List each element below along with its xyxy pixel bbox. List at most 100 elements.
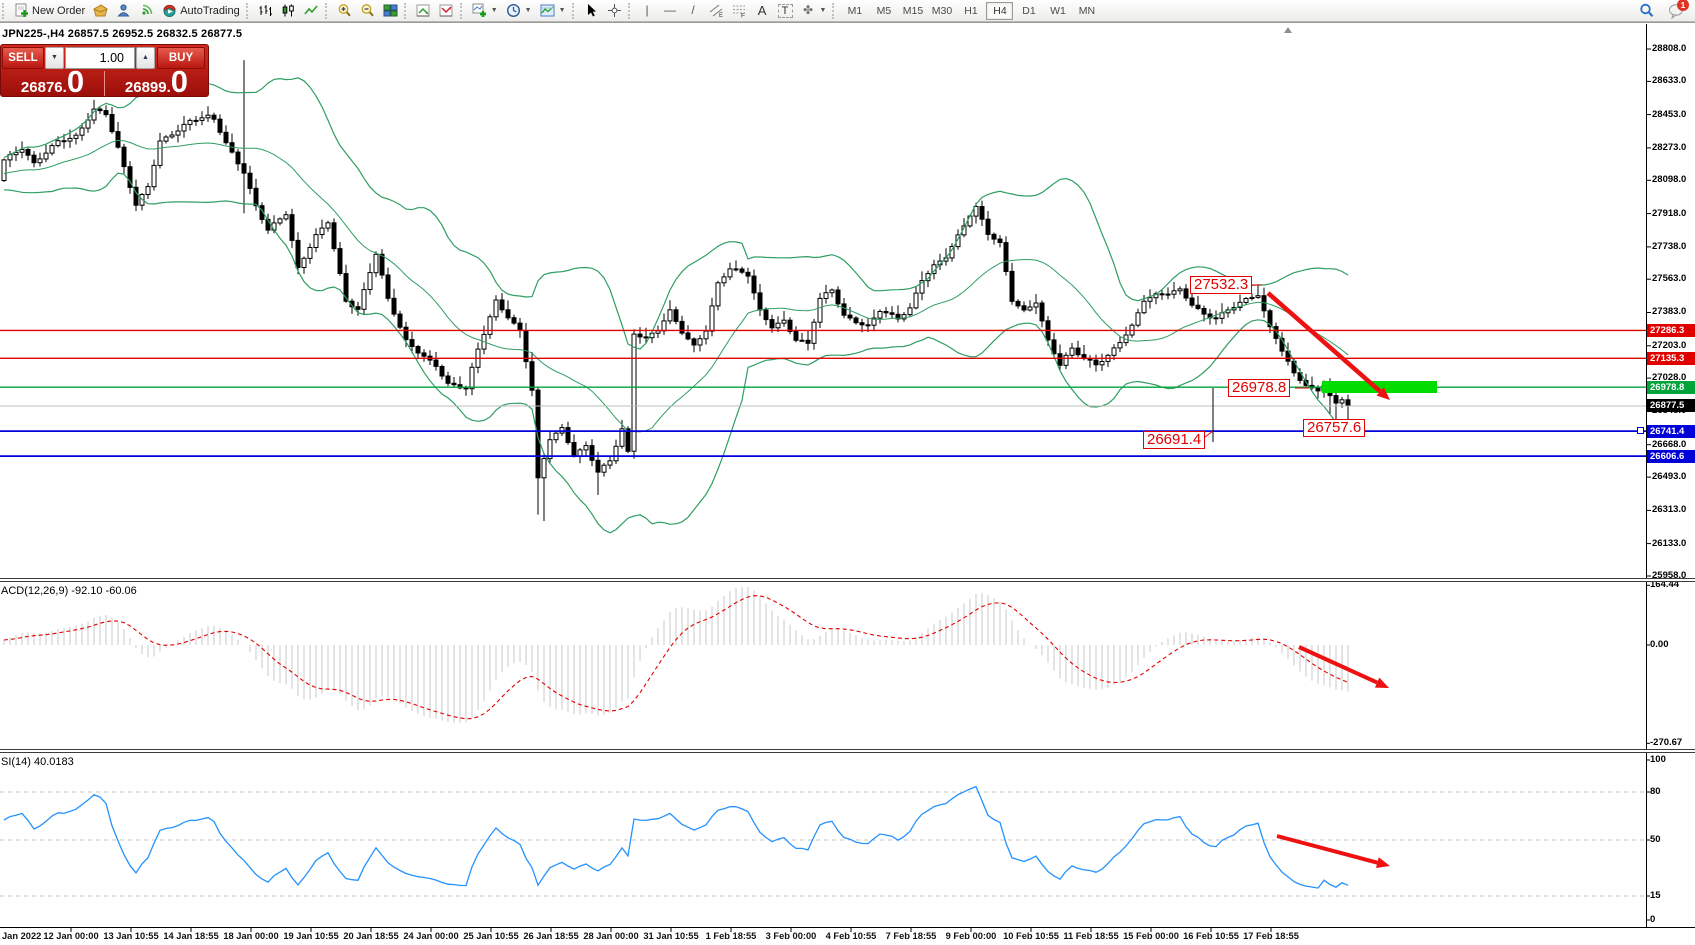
volume-input[interactable] [65,46,135,69]
buy-button[interactable]: BUY [157,46,205,69]
price-axis-label: 26313.0 [1652,504,1687,515]
objects-button[interactable] [435,1,458,21]
fibonacci-button[interactable]: F [728,1,751,21]
buy-price[interactable]: 26899. 0 [105,64,208,97]
dropdown-caret: ▼ [490,7,498,14]
time-axis-label: 3 Feb 00:00 [765,931,817,941]
candlestick-chart-button[interactable] [277,1,300,21]
periods-button[interactable]: ▼ [502,1,536,21]
chart-top-border [0,22,1695,23]
template-icon [540,3,555,18]
zoom-out-button[interactable] [356,1,379,21]
price-axis-label: 27918.0 [1652,208,1687,219]
hline-drag-handle[interactable] [1637,427,1644,434]
new-order-button[interactable]: New Order [10,1,89,21]
svg-text:E: E [719,13,723,18]
time-axis-label: 15 Feb 00:00 [1123,931,1179,941]
time-axis-label: 28 Jan 00:00 [583,931,639,941]
indicators-button[interactable] [412,1,435,21]
arrows-tool-button[interactable]: ✤ ▼ [797,1,831,21]
price-axis-label: 28453.0 [1652,109,1687,120]
price-callout[interactable]: 26691.4 [1143,431,1206,449]
timeframe-toolbar: M1 M5 M15 M30 H1 H4 D1 W1 MN [840,1,1101,20]
cursor-icon [584,3,599,18]
cursor-button[interactable] [580,1,603,21]
toolbar-grip [403,2,409,19]
macd-indicator-label: ACD(12,26,9) -92.10 -60.06 [1,585,137,597]
notification-badge: 1 [1677,0,1689,11]
autotrading-button[interactable]: AutoTrading [158,1,244,21]
tf-button-H4[interactable]: H4 [986,1,1014,20]
zoom-in-button[interactable] [333,1,356,21]
horizontal-line-button[interactable]: — [659,1,682,21]
panel-separator[interactable] [0,578,1695,582]
time-axis-label: 4 Feb 10:55 [825,931,877,941]
equidistant-channel-button[interactable]: E [705,1,728,21]
time-axis-label: 13 Jan 10:55 [103,931,159,941]
mql-mail-button[interactable] [89,1,112,21]
tf-button-W1[interactable]: W1 [1050,4,1066,17]
volume-increase-button[interactable]: ▲ [136,46,155,69]
toolbar-grip [627,2,633,19]
price-callout[interactable]: 26978.8 [1228,379,1291,397]
price-tag: 27135.3 [1647,352,1695,365]
new-chart-button[interactable]: ▼ [468,1,502,21]
dropdown-caret: ▼ [524,7,532,14]
signals-button[interactable] [135,1,158,21]
tf-button-MN[interactable]: MN [1078,4,1096,17]
toolbar-grip [324,2,330,19]
buy-price-big-digit: 0 [170,64,189,97]
sell-price[interactable]: 26876. 0 [1,66,104,96]
time-axis-label: 24 Jan 00:00 [403,931,459,941]
text-label-button[interactable]: T [774,1,797,21]
one-click-trading-panel: SELL ▼ ▲ BUY 26876.0 26899.0 [0,44,209,97]
line-chart-button[interactable] [300,1,323,21]
price-axis-label: 28098.0 [1652,174,1687,185]
tile-windows-button[interactable] [379,1,402,21]
bar-chart-button[interactable] [254,1,277,21]
buy-price-main: 26899 [124,79,167,96]
price-axis-label: 26493.0 [1652,471,1687,482]
trendline-button[interactable]: / [682,1,705,21]
crosshair-button[interactable] [603,1,626,21]
chat-button[interactable]: 1 [1664,0,1689,21]
chart-shift-marker[interactable] [1284,27,1292,33]
price-tag: 26978.8 [1647,381,1695,394]
line-chart-icon [304,3,319,18]
price-callout[interactable]: 26757.6 [1303,419,1366,437]
macd-axis-label: 0.00 [1650,639,1669,650]
clock-icon [506,3,521,18]
tf-button-M30[interactable]: M30 [931,4,953,17]
tf-button-M1[interactable]: M1 [847,4,863,17]
volume-decrease-button[interactable]: ▼ [45,46,64,69]
price-axis-label: 27028.0 [1652,372,1687,383]
dropdown-caret: ▼ [819,7,827,14]
new-chart-icon [472,3,487,18]
new-order-label: New Order [32,4,86,17]
fibonacci-icon: F [732,3,747,20]
autotrading-icon [162,3,177,18]
price-axis-label: 26133.0 [1652,538,1687,549]
sell-button[interactable]: SELL [2,46,44,69]
search-button[interactable] [1635,1,1658,21]
autotrading-label: AutoTrading [180,4,240,17]
toolbar-grip [571,2,577,19]
macd-axis-label: 164.44 [1650,579,1680,590]
toolbar-grip [2,2,7,19]
community-button[interactable] [112,1,135,21]
zoom-in-icon [337,3,352,18]
tf-button-D1[interactable]: D1 [1022,4,1036,17]
panel-separator[interactable] [0,749,1695,753]
tf-button-M15[interactable]: M15 [902,4,924,17]
tf-button-M5[interactable]: M5 [876,4,892,17]
text-tool-button[interactable]: A [751,1,774,21]
vertical-line-button[interactable]: | [636,1,659,21]
price-tag: 26741.4 [1647,425,1695,438]
price-callout[interactable]: 27532.3 [1190,276,1253,294]
time-axis-label: 25 Jan 10:55 [463,931,519,941]
tf-button-H1[interactable]: H1 [964,4,978,17]
templates-button[interactable]: ▼ [536,1,570,21]
price-axis-label: 28808.0 [1652,43,1687,54]
time-axis-label: 1 Feb 18:55 [705,931,757,941]
